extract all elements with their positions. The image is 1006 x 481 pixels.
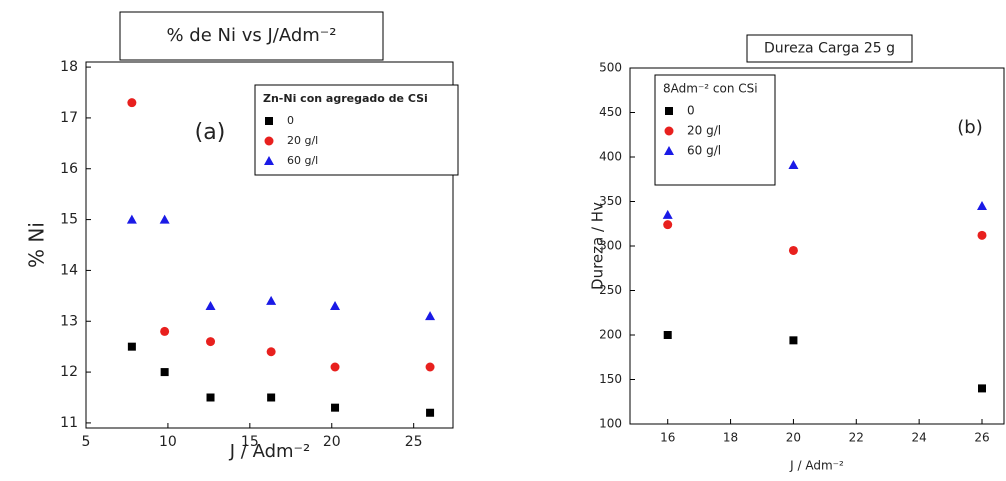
- marker: [206, 393, 215, 402]
- legend-label: 20 g/l: [287, 134, 318, 147]
- annotation: (a): [195, 120, 226, 145]
- y-tick-label: 16: [60, 161, 78, 177]
- marker: [160, 368, 169, 377]
- y-axis-label: Dureza / Hv: [589, 202, 607, 290]
- x-tick-label: 20: [786, 431, 801, 445]
- marker: [977, 200, 987, 210]
- marker: [127, 342, 136, 351]
- plot-frame: [85, 61, 454, 429]
- y-tick-label: 400: [599, 150, 622, 164]
- x-tick-label: 16: [660, 431, 675, 445]
- y-tick-label: 250: [599, 283, 622, 297]
- marker: [663, 331, 672, 339]
- marker: [977, 230, 987, 240]
- x-tick-label: 25: [405, 434, 423, 450]
- chart-title: % de Ni vs J/Adm⁻²: [166, 25, 336, 46]
- marker: [662, 209, 673, 219]
- marker: [160, 326, 170, 336]
- y-tick-label: 300: [599, 239, 622, 253]
- legend-marker: [664, 146, 674, 155]
- marker: [788, 160, 799, 170]
- marker: [663, 220, 673, 230]
- marker: [331, 403, 340, 412]
- y-tick-label: 14: [60, 262, 78, 278]
- marker: [425, 311, 436, 321]
- y-tick-label: 15: [60, 212, 78, 228]
- x-tick-label: 18: [723, 431, 738, 445]
- x-tick-label: 10: [159, 434, 177, 450]
- legend-title: Zn-Ni con agregado de CSi: [263, 92, 428, 105]
- marker: [788, 245, 798, 255]
- marker: [126, 214, 137, 224]
- y-tick-label: 18: [60, 59, 78, 75]
- legend-label: 0: [687, 104, 695, 118]
- marker: [159, 214, 170, 224]
- y-axis-label: % Ni: [25, 222, 49, 268]
- legend-marker: [665, 107, 673, 115]
- legend-label: 0: [287, 114, 294, 127]
- annotation: (b): [957, 117, 982, 138]
- legend-label: 20 g/l: [687, 124, 721, 138]
- y-tick-label: 12: [60, 364, 78, 380]
- x-tick-label: 22: [849, 431, 864, 445]
- marker: [206, 337, 216, 347]
- x-tick-label: 24: [912, 431, 927, 445]
- x-tick-label: 15: [241, 434, 259, 450]
- title-box: [746, 34, 913, 63]
- legend-marker: [265, 117, 273, 125]
- y-tick-label: 500: [599, 61, 622, 75]
- legend-title: 8Adm⁻² con CSi: [663, 82, 758, 96]
- marker: [426, 408, 435, 417]
- marker: [425, 362, 435, 372]
- x-tick-label: 5: [82, 434, 91, 450]
- y-tick-label: 150: [599, 372, 622, 386]
- legend-marker: [264, 156, 274, 165]
- y-tick-label: 450: [599, 105, 622, 119]
- y-tick-label: 13: [60, 313, 78, 329]
- y-tick-label: 11: [60, 415, 78, 431]
- title-box: [119, 11, 384, 61]
- x-axis-label: J / Adm⁻²: [229, 441, 311, 462]
- y-tick-label: 100: [599, 417, 622, 431]
- marker: [127, 98, 137, 108]
- x-axis-label: J / Adm⁻²: [789, 459, 844, 473]
- marker: [330, 362, 340, 372]
- x-tick-label: 20: [323, 434, 341, 450]
- legend-marker: [264, 136, 274, 146]
- marker: [330, 301, 341, 310]
- y-tick-label: 350: [599, 194, 622, 208]
- chart-title: Dureza Carga 25 g: [764, 41, 895, 57]
- legend-marker: [664, 126, 674, 136]
- marker: [205, 301, 216, 310]
- marker: [266, 295, 277, 305]
- marker: [789, 336, 798, 345]
- marker: [267, 393, 276, 402]
- legend-box: [654, 74, 776, 186]
- x-tick-label: 26: [974, 431, 989, 445]
- legend-box: [254, 84, 459, 176]
- y-tick-label: 200: [599, 328, 622, 342]
- marker: [978, 384, 986, 393]
- marker: [266, 347, 276, 357]
- y-tick-label: 17: [60, 110, 78, 126]
- legend-label: 60 g/l: [287, 154, 318, 167]
- legend-label: 60 g/l: [687, 144, 721, 158]
